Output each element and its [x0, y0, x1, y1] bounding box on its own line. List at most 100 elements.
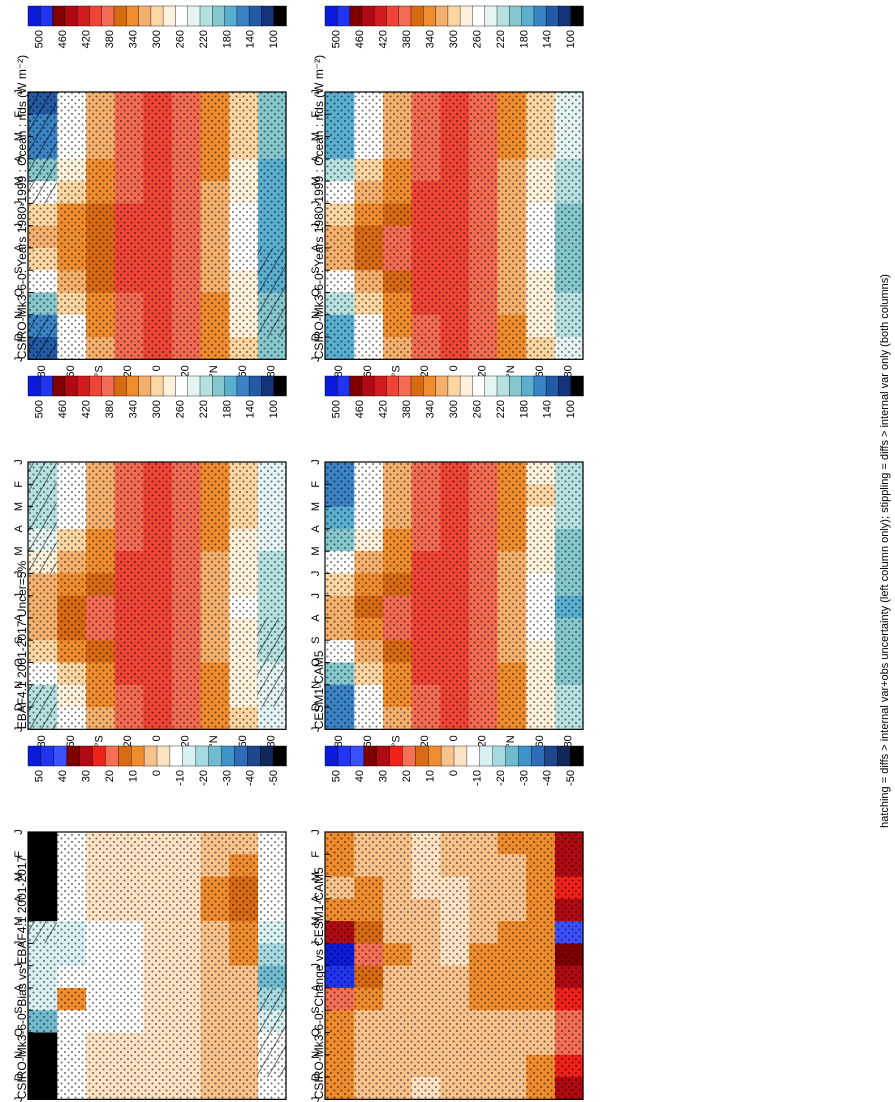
panel-title: CESM1-CAM5: [312, 650, 326, 729]
lat-tick-label: 20: [122, 735, 134, 747]
colorbar-swatch: [126, 375, 140, 397]
colorbar-swatch: [272, 745, 287, 767]
hatching-overlay: [257, 247, 286, 338]
colorbar-swatch: [423, 375, 437, 397]
colorbar-swatch: [447, 375, 461, 397]
lat-tick-label: 20: [180, 735, 192, 747]
colorbar-swatch: [92, 745, 107, 767]
month-tick-label: M: [13, 872, 25, 881]
month-tick-label: J: [310, 571, 322, 577]
lat-tick-label: 60: [65, 735, 77, 747]
colorbar-swatch: [212, 375, 226, 397]
colorbar-swatch: [518, 745, 533, 767]
colorbar-swatch: [138, 375, 152, 397]
lat-tick-label: 80: [333, 735, 345, 747]
colorbar-label: -20: [495, 770, 507, 786]
colorbar-label: 50: [34, 770, 46, 782]
colorbar-label: 50: [331, 770, 343, 782]
lat-tick-label: 80: [36, 365, 48, 377]
colorbar-swatch: [273, 5, 287, 27]
colorbar-label: 260: [174, 30, 186, 48]
colorbar-swatch: [89, 5, 103, 27]
month-tick-label: S: [13, 1007, 25, 1014]
colorbar-swatch: [143, 745, 158, 767]
month-tick-label: M: [13, 917, 25, 926]
month-tick-label: N: [310, 681, 322, 689]
lat-tick-label: °N: [505, 735, 517, 747]
hatching-overlay: [257, 987, 286, 1078]
month-tick-label: O: [13, 288, 25, 297]
month-tick-label: O: [13, 1028, 25, 1037]
lat-tick-label: 60: [534, 365, 546, 377]
month-tick-label: J: [310, 1097, 322, 1102]
month-tick-label: M: [13, 502, 25, 511]
month-tick-label: A: [13, 984, 25, 992]
lat-tick-label: 60: [237, 365, 249, 377]
colorbar-swatch: [64, 5, 78, 27]
colorbar-label: 460: [354, 400, 366, 418]
colorbar-swatch: [89, 375, 103, 397]
colorbar-label: 260: [471, 30, 483, 48]
colorbar-label: -30: [518, 770, 530, 786]
colorbar-swatch: [363, 745, 378, 767]
lat-tick-label: 0: [151, 365, 163, 371]
colorbar-swatch: [234, 745, 248, 767]
lat-tick-label: 20: [419, 735, 431, 747]
colorbar: 500 460 420 380 340 300 260 220 180 140 100: [324, 5, 584, 48]
month-tick-label: F: [310, 851, 322, 858]
colorbar-swatch: [27, 745, 42, 767]
colorbar-swatch: [505, 745, 520, 767]
colorbar-swatch: [261, 5, 275, 27]
colorbar-label: 420: [81, 30, 93, 48]
colorbar-swatch: [509, 5, 523, 27]
colorbar-label: 220: [495, 400, 507, 418]
colorbar-swatch: [118, 745, 132, 767]
colorbar-label: 140: [245, 400, 257, 418]
lat-tick-label: °N: [505, 365, 517, 377]
colorbar-swatch: [435, 375, 449, 397]
month-tick-label: J: [310, 459, 322, 465]
lat-tick-label: 60: [362, 365, 374, 377]
colorbar-label: 340: [424, 400, 436, 418]
panel-title: EBAF4.1 2001-2017 Uncer=5%: [15, 561, 29, 730]
colorbar-label: 380: [401, 30, 413, 48]
colorbar-swatch: [150, 5, 164, 27]
colorbar-swatch: [126, 5, 140, 27]
colorbar-swatch: [570, 5, 584, 27]
panel-row2-right: 80 60 °S 20 0 20 °N 60 80JFMAMJJASONDJCESM1-CAM5…: [310, 375, 584, 748]
colorbar-swatch: [337, 375, 351, 397]
lat-tick-label: 80: [266, 735, 278, 747]
colorbar-swatch: [138, 5, 152, 27]
colorbar-swatch: [64, 375, 78, 397]
month-tick-label: O: [310, 288, 322, 297]
colorbar-swatch: [492, 745, 507, 767]
colorbar-swatch: [261, 375, 275, 397]
month-tick-label: A: [13, 894, 25, 902]
colorbar-swatch: [101, 375, 115, 397]
colorbar-label: 180: [221, 400, 233, 418]
month-tick-label: D: [13, 1073, 25, 1081]
colorbar-swatch: [27, 375, 42, 397]
colorbar-label: 500: [331, 30, 343, 48]
month-tick-label: A: [13, 614, 25, 622]
month-tick-label: J: [13, 593, 25, 599]
month-tick-label: N: [13, 681, 25, 689]
month-tick-label: M: [310, 917, 322, 926]
lat-tick-label: 80: [36, 735, 48, 747]
lat-tick-label: 60: [362, 735, 374, 747]
colorbar-swatch: [66, 745, 81, 767]
month-tick-label: D: [310, 333, 322, 341]
colorbar-swatch: [472, 375, 486, 397]
colorbar-label: 140: [245, 30, 257, 48]
colorbar-swatch: [376, 745, 391, 767]
colorbar-swatch: [187, 375, 201, 397]
colorbar-swatch: [435, 5, 449, 27]
month-tick-label: A: [310, 524, 322, 532]
colorbar-label: 300: [448, 400, 460, 418]
month-tick-label: J: [310, 357, 322, 363]
colorbar-swatch: [169, 745, 184, 767]
month-tick-label: O: [310, 658, 322, 667]
colorbar-label: -20: [198, 770, 210, 786]
colorbar-swatch: [545, 375, 560, 397]
